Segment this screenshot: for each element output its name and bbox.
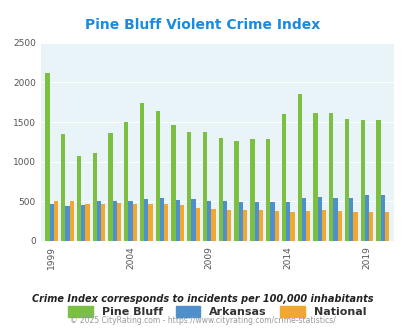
Bar (348, 198, 352, 241)
Bar (337, 211, 341, 241)
Bar (53, 201, 58, 241)
Bar (375, 120, 380, 241)
Bar (368, 212, 373, 241)
Bar (65, 206, 69, 241)
Bar (301, 198, 305, 241)
Bar (49, 204, 53, 241)
Bar (187, 132, 191, 241)
Bar (227, 210, 231, 241)
Bar (218, 138, 222, 241)
Bar (274, 211, 278, 241)
Bar (45, 73, 49, 241)
Bar (297, 94, 301, 241)
Bar (77, 156, 81, 241)
Bar (191, 199, 195, 241)
Bar (380, 195, 384, 241)
Bar (352, 212, 357, 241)
Bar (81, 205, 85, 241)
Text: Pine Bluff Violent Crime Index: Pine Bluff Violent Crime Index (85, 18, 320, 32)
Bar (148, 204, 152, 241)
Bar (384, 212, 388, 241)
Bar (286, 202, 290, 241)
Bar (321, 210, 325, 241)
Legend: Pine Bluff, Arkansas, National: Pine Bluff, Arkansas, National (68, 306, 365, 317)
Bar (202, 132, 207, 241)
Bar (144, 199, 148, 241)
Bar (171, 125, 175, 241)
Bar (313, 114, 317, 241)
Bar (155, 111, 160, 241)
Bar (290, 212, 294, 241)
Bar (85, 204, 90, 241)
Bar (96, 201, 101, 241)
Bar (207, 201, 211, 241)
Bar (108, 133, 112, 241)
Bar (211, 209, 215, 241)
Bar (160, 198, 164, 241)
Bar (61, 134, 65, 241)
Bar (238, 202, 243, 241)
Bar (305, 211, 309, 241)
Bar (175, 200, 179, 241)
Bar (333, 198, 337, 241)
Bar (234, 141, 238, 241)
Text: © 2025 CityRating.com - https://www.cityrating.com/crime-statistics/: © 2025 CityRating.com - https://www.city… (70, 315, 335, 325)
Bar (124, 122, 128, 241)
Bar (243, 210, 247, 241)
Bar (117, 203, 121, 241)
Bar (270, 202, 274, 241)
Bar (360, 120, 364, 241)
Bar (254, 202, 258, 241)
Bar (112, 201, 117, 241)
Bar (344, 119, 348, 241)
Bar (132, 204, 136, 241)
Bar (179, 205, 184, 241)
Bar (364, 195, 368, 241)
Bar (101, 204, 105, 241)
Bar (222, 201, 227, 241)
Bar (164, 204, 168, 241)
Bar (69, 201, 74, 241)
Bar (281, 114, 286, 241)
Bar (139, 103, 144, 241)
Bar (258, 211, 262, 241)
Text: Crime Index corresponds to incidents per 100,000 inhabitants: Crime Index corresponds to incidents per… (32, 294, 373, 304)
Bar (249, 139, 254, 241)
Bar (328, 114, 333, 241)
Bar (317, 197, 321, 241)
Bar (195, 208, 199, 241)
Bar (128, 201, 132, 241)
Bar (265, 139, 270, 241)
Bar (92, 153, 96, 241)
